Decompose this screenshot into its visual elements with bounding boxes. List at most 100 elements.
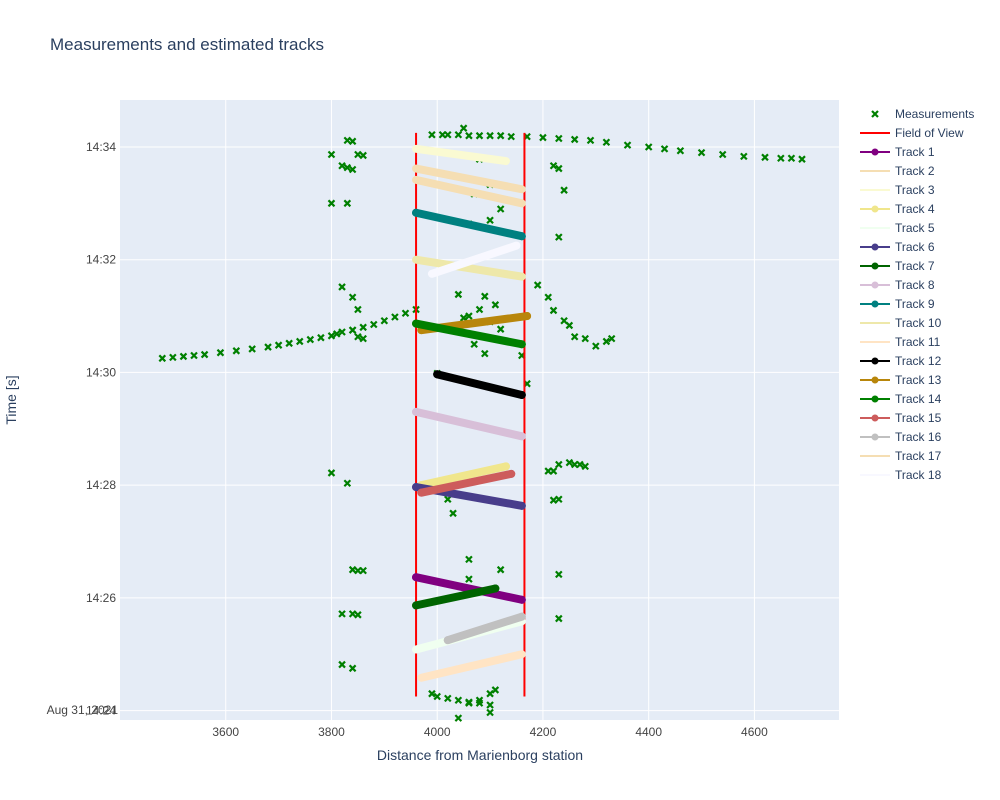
measurement-point bbox=[565, 321, 574, 330]
measurement-point bbox=[444, 130, 452, 139]
legend-label: Track 16 bbox=[895, 430, 942, 444]
legend-item-track[interactable]: Track 1 bbox=[860, 145, 935, 159]
legend-label: Track 2 bbox=[895, 164, 935, 178]
legend-item-track[interactable]: Track 6 bbox=[860, 240, 935, 254]
measurement-point bbox=[369, 320, 378, 329]
legend-marker bbox=[871, 148, 879, 156]
track-marker bbox=[517, 612, 526, 621]
legend-item-field-of-view[interactable]: Field of View bbox=[860, 126, 964, 140]
legend-item-track[interactable]: Track 10 bbox=[860, 316, 942, 330]
legend-marker bbox=[871, 243, 879, 251]
measurement-point bbox=[391, 313, 399, 321]
legend-item-track[interactable]: Track 2 bbox=[860, 164, 935, 178]
track-marker bbox=[417, 488, 426, 497]
y-tick-label: 14:26 bbox=[86, 591, 116, 605]
legend-label: Track 1 bbox=[895, 145, 935, 159]
legend-label: Track 4 bbox=[895, 202, 935, 216]
measurement-point bbox=[496, 325, 505, 333]
legend[interactable]: Measurements Field of View Track 1 Track 2 T… bbox=[860, 107, 974, 482]
legend-item-track[interactable]: Track 14 bbox=[860, 392, 942, 406]
legend-label: Track 11 bbox=[895, 335, 941, 349]
legend-item-track[interactable]: Track 17 bbox=[860, 449, 942, 463]
chart-title: Measurements and estimated tracks bbox=[50, 35, 324, 54]
track-line bbox=[412, 407, 526, 441]
legend-item-track[interactable]: Track 12 bbox=[860, 354, 942, 368]
legend-label: Track 6 bbox=[895, 240, 935, 254]
legend-label: Track 13 bbox=[895, 373, 942, 387]
measurement-point bbox=[581, 462, 590, 471]
measurement-point bbox=[787, 154, 796, 163]
legend-item-track[interactable]: Track 9 bbox=[860, 297, 935, 311]
legend-marker bbox=[871, 281, 879, 289]
measurement-point bbox=[190, 351, 198, 360]
measurement-point bbox=[343, 163, 352, 172]
legend-item-track[interactable]: Track 4 bbox=[860, 202, 935, 216]
legend-item-measurements[interactable]: Measurements bbox=[871, 107, 974, 121]
track-marker bbox=[443, 636, 452, 645]
track bbox=[412, 255, 526, 281]
track-marker bbox=[501, 462, 510, 471]
legend-item-track[interactable]: Track 16 bbox=[860, 430, 942, 444]
measurement-point bbox=[348, 610, 357, 618]
measurement-point bbox=[761, 153, 769, 162]
legend-item-track[interactable]: Track 15 bbox=[860, 411, 942, 425]
track bbox=[433, 370, 526, 399]
track-line bbox=[412, 584, 500, 610]
legend-label: Field of View bbox=[895, 126, 964, 140]
legend-item-track[interactable]: Track 11 bbox=[860, 335, 941, 349]
track bbox=[412, 208, 526, 241]
measurement-point bbox=[555, 134, 563, 143]
measurement-point bbox=[465, 698, 473, 706]
y-tick-labels: 14:24 14:26 14:28 14:30 14:32 14:34 bbox=[86, 140, 116, 718]
track-line bbox=[412, 144, 510, 166]
track-marker bbox=[507, 469, 516, 478]
measurement-point bbox=[491, 301, 500, 309]
measurement-point bbox=[380, 316, 389, 325]
measurement-point bbox=[327, 199, 336, 208]
measurement-point bbox=[359, 334, 367, 343]
measurement-point bbox=[549, 467, 558, 475]
legend-item-track[interactable]: Track 3 bbox=[860, 183, 935, 197]
legend-item-track[interactable]: Track 18 bbox=[860, 468, 942, 482]
track bbox=[412, 573, 526, 604]
track-line bbox=[417, 462, 510, 490]
track-marker bbox=[412, 573, 421, 582]
x-tick-label: 4400 bbox=[635, 725, 662, 739]
measurement-point bbox=[555, 460, 563, 469]
legend-item-track[interactable]: Track 7 bbox=[860, 259, 935, 273]
track bbox=[417, 469, 516, 497]
measurement-point bbox=[549, 496, 558, 504]
measurement-point bbox=[348, 165, 357, 174]
track bbox=[443, 612, 526, 645]
measurement-point bbox=[169, 353, 177, 362]
track-marker bbox=[412, 208, 421, 217]
track bbox=[412, 175, 526, 208]
measurement-point bbox=[354, 332, 362, 341]
track-line bbox=[427, 241, 521, 278]
measurement-point bbox=[433, 692, 441, 701]
legend-label: Track 7 bbox=[895, 259, 935, 273]
legend-item-track[interactable]: Track 5 bbox=[860, 221, 935, 235]
y-tick-label: 14:28 bbox=[86, 478, 116, 492]
measurement-point bbox=[216, 348, 225, 357]
track bbox=[412, 319, 526, 349]
measurement-point bbox=[486, 216, 494, 225]
measurement-point bbox=[586, 136, 595, 145]
measurement-point bbox=[285, 339, 293, 348]
track-line bbox=[417, 469, 516, 497]
track-marker bbox=[517, 390, 526, 399]
track bbox=[412, 144, 510, 166]
measurement-point bbox=[481, 349, 489, 358]
measurement-point bbox=[459, 124, 468, 132]
measurement-point bbox=[602, 138, 611, 147]
measurement-point bbox=[486, 689, 494, 698]
measurement-point bbox=[496, 205, 505, 213]
measurement-point bbox=[697, 148, 706, 157]
legend-item-track[interactable]: Track 8 bbox=[860, 278, 935, 292]
legend-marker bbox=[871, 433, 879, 441]
measurement-point bbox=[676, 146, 685, 155]
legend-label: Track 3 bbox=[895, 183, 935, 197]
measurement-point bbox=[359, 323, 367, 332]
legend-item-track[interactable]: Track 13 bbox=[860, 373, 942, 387]
